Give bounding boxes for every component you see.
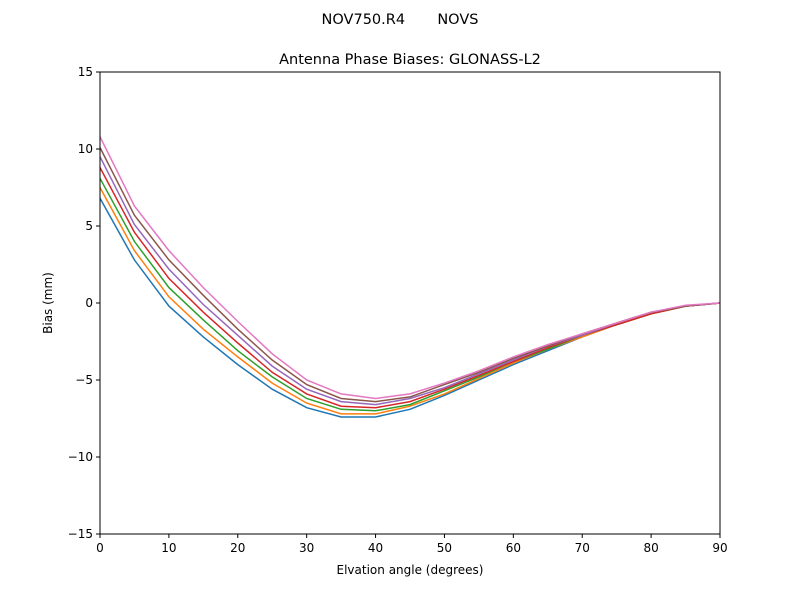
y-tick-label: −5 [75,373,93,387]
series-line-6 [99,136,721,400]
series-line-1 [99,187,721,415]
y-tick-label: 0 [85,296,93,310]
y-tick-label: −10 [68,450,93,464]
x-tick-label: 50 [437,541,452,555]
y-axis-ticks: −15 −10 −5 0 5 10 15 [68,65,100,541]
x-tick-label: 10 [161,541,176,555]
series-line-0 [99,197,721,418]
chart-title: Antenna Phase Biases: GLONASS-L2 [279,52,541,68]
x-tick-label: 60 [506,541,521,555]
series-line-5 [99,147,721,403]
x-tick-label: 70 [575,541,590,555]
y-tick-label: 15 [78,65,93,79]
y-tick-label: 5 [85,219,93,233]
x-tick-label: 90 [712,541,727,555]
x-tick-label: 30 [299,541,314,555]
x-axis-label: Elvation angle (degrees) [337,563,484,577]
x-tick-label: 80 [643,541,658,555]
x-tick-label: 40 [368,541,383,555]
x-axis-ticks: 0 10 20 30 40 50 60 70 80 90 [96,534,728,555]
series-lines [99,136,721,418]
x-tick-label: 0 [96,541,104,555]
figure-suptitle: NOV750.R4 NOVS [322,12,479,28]
y-tick-label: 10 [78,142,93,156]
x-tick-label: 20 [230,541,245,555]
series-line-4 [99,156,721,406]
y-axis-label: Bias (mm) [41,272,55,334]
series-line-3 [99,167,721,409]
y-tick-label: −15 [68,527,93,541]
